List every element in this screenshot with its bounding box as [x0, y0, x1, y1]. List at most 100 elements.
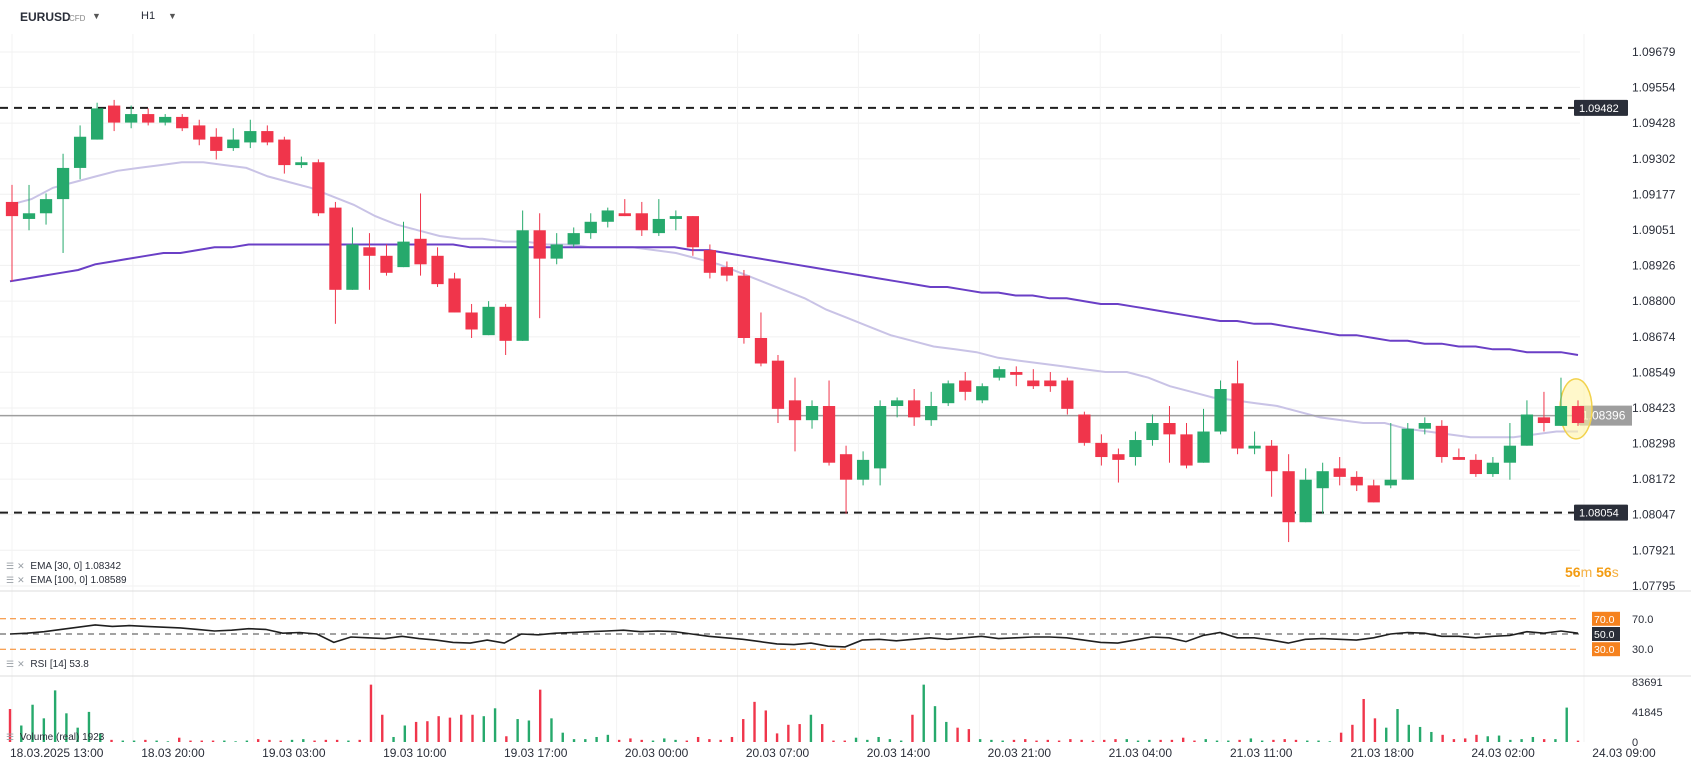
- bullish-candle: [1418, 423, 1431, 429]
- bullish-candle: [244, 131, 257, 143]
- volume-bar: [1554, 739, 1557, 742]
- volume-bar: [685, 740, 689, 742]
- volume-axis-tick-label: 41845: [1632, 707, 1663, 719]
- volume-bar: [663, 738, 666, 742]
- bearish-candle: [1282, 471, 1295, 523]
- close-icon[interactable]: ✕: [17, 575, 25, 585]
- volume-bar: [764, 710, 767, 742]
- bearish-candle: [1061, 380, 1074, 409]
- bullish-candle: [1248, 445, 1261, 449]
- time-axis-tick-label: 18.03.2025 13:00: [10, 746, 104, 760]
- rsi-level-tag-label: 30.0: [1594, 644, 1615, 656]
- volume-bar: [1531, 736, 1535, 742]
- volume-bar: [1227, 740, 1230, 742]
- volume-legend[interactable]: ☰ Volume (real) 1923: [6, 732, 104, 743]
- bullish-candle: [1554, 406, 1568, 426]
- volume-bar: [1057, 740, 1061, 742]
- volume-bar: [302, 739, 305, 742]
- ema-30-line: [9, 161, 1578, 439]
- volume-bar: [121, 740, 125, 742]
- bearish-candle: [1044, 380, 1057, 387]
- volume-bar: [1260, 740, 1264, 742]
- chart-toolbar: EURUSD CFD ▼ H1 ▼: [0, 0, 1691, 34]
- bearish-candle: [414, 238, 427, 265]
- volume-bar: [1046, 739, 1050, 742]
- bullish-candle: [159, 116, 172, 123]
- volume-bar: [595, 736, 598, 742]
- volume-bar: [527, 720, 531, 742]
- bullish-candle: [805, 406, 819, 421]
- bearish-candle: [1112, 454, 1125, 460]
- volume-bar: [1024, 739, 1027, 742]
- volume-bar: [1125, 739, 1128, 742]
- bullish-candle: [1299, 479, 1312, 523]
- rsi-level-tag-label: 50.0: [1594, 629, 1615, 641]
- volume-bar: [234, 741, 237, 742]
- volume-bar: [448, 717, 452, 742]
- price-axis-tick-label: 1.09051: [1632, 223, 1676, 237]
- volume-bar: [1463, 738, 1467, 742]
- volume-bar: [132, 740, 136, 742]
- bullish-candle: [942, 383, 955, 404]
- symbol-dropdown-caret-icon[interactable]: ▼: [92, 11, 101, 21]
- volume-bar: [1362, 698, 1365, 742]
- volume-bar: [347, 740, 350, 742]
- close-icon[interactable]: ✕: [17, 659, 25, 669]
- volume-bar: [742, 719, 745, 742]
- volume-bar: [1475, 734, 1478, 742]
- volume-bar: [629, 738, 632, 742]
- volume-bar: [1418, 726, 1422, 742]
- rsi-legend[interactable]: ☰ ✕ RSI [14] 53.8: [6, 659, 89, 670]
- bullish-candle: [1384, 479, 1397, 486]
- volume-bar: [245, 740, 249, 742]
- volume-bar: [753, 701, 756, 742]
- bearish-candle: [278, 139, 291, 166]
- timeframe-selector[interactable]: H1: [141, 10, 156, 22]
- rsi-level-tag: [1592, 611, 1620, 626]
- time-axis-tick-label: 24.03 02:00: [1471, 746, 1535, 760]
- volume-bar: [166, 741, 170, 742]
- bearish-candle: [193, 125, 206, 140]
- volume-bar: [617, 739, 621, 742]
- bearish-candle: [108, 105, 121, 123]
- time-axis-tick-label: 19.03 17:00: [504, 746, 568, 760]
- bullish-candle: [125, 114, 138, 123]
- volume-bar: [358, 739, 361, 742]
- countdown-minutes: 56: [1565, 564, 1581, 580]
- volume-bar: [1565, 707, 1568, 742]
- bullish-candle: [22, 213, 36, 219]
- bearish-candle: [142, 114, 155, 123]
- volume-bar: [1351, 724, 1354, 742]
- volume-bar: [1114, 739, 1117, 742]
- symbol-selector[interactable]: EURUSD: [20, 10, 71, 24]
- bullish-candle: [856, 459, 870, 480]
- volume-bar: [1396, 709, 1399, 742]
- settings-list-icon[interactable]: ☰: [6, 659, 15, 669]
- volume-bar: [1509, 739, 1512, 742]
- volume-bar: [1069, 739, 1072, 742]
- volume-bar: [313, 740, 316, 742]
- volume-bar: [1249, 738, 1253, 742]
- time-axis-tick-label: 21.03 11:00: [1230, 746, 1293, 760]
- bearish-candle: [210, 136, 223, 151]
- volume-bar: [144, 739, 147, 742]
- volume-bar: [505, 736, 508, 742]
- bearish-candle: [5, 201, 19, 217]
- settings-list-icon[interactable]: ☰: [6, 561, 15, 571]
- price-axis-tick-label: 1.08172: [1632, 472, 1676, 486]
- settings-list-icon[interactable]: ☰: [6, 732, 15, 742]
- ema-slow-legend[interactable]: ☰ ✕ EMA [100, 0] 1.08589: [6, 575, 127, 586]
- ema-fast-legend[interactable]: ☰ ✕ EMA [30, 0] 1.08342: [6, 561, 121, 572]
- volume-bar: [20, 725, 23, 742]
- timeframe-dropdown-caret-icon[interactable]: ▼: [168, 11, 177, 21]
- rsi-legend-label: RSI [14]: [30, 659, 67, 670]
- volume-bar: [956, 727, 959, 742]
- close-icon[interactable]: ✕: [17, 561, 25, 571]
- volume-bar: [1317, 740, 1320, 742]
- bearish-candle: [771, 360, 785, 409]
- candle-countdown-timer: 56m 56s: [1565, 564, 1619, 580]
- settings-list-icon[interactable]: ☰: [6, 575, 15, 585]
- price-axis-tick-label: 1.09679: [1632, 45, 1676, 59]
- volume-bar: [1520, 739, 1523, 742]
